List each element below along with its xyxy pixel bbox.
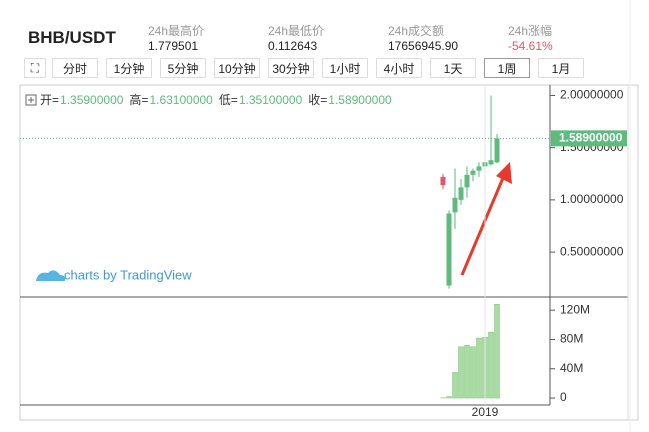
annotation-arrow bbox=[460, 177, 505, 276]
y-tick-label: 2.00000000 bbox=[560, 88, 624, 102]
volume-bar bbox=[458, 346, 464, 399]
y2-tick-label: 40M bbox=[560, 361, 583, 375]
annotation-arrowhead bbox=[496, 162, 512, 184]
pair-title: BHB/USDT bbox=[28, 28, 116, 47]
stat-value: 17656945.90 bbox=[388, 39, 459, 53]
stat-label: 24h成交额 bbox=[388, 24, 445, 38]
stat-value: -54.61% bbox=[508, 39, 553, 53]
legend-label: 开= bbox=[40, 93, 59, 107]
watermark: charts by TradingView bbox=[64, 267, 192, 282]
stat-label: 24h最高价 bbox=[148, 24, 205, 38]
candle-body bbox=[488, 160, 494, 165]
y-tick-label: 0.50000000 bbox=[560, 244, 624, 258]
candle-body bbox=[464, 174, 470, 188]
tradingview-logo bbox=[36, 270, 66, 281]
legend-value: 1.35900000 bbox=[60, 93, 124, 107]
collapse-icon[interactable] bbox=[25, 94, 37, 106]
interval-button[interactable]: 5分钟 bbox=[160, 58, 206, 78]
volume-bar bbox=[464, 345, 470, 399]
volume-bar bbox=[494, 304, 500, 399]
legend-label: 高= bbox=[129, 92, 148, 107]
chart-frame bbox=[19, 84, 639, 421]
interval-button[interactable]: 1月 bbox=[538, 58, 584, 78]
interval-button[interactable]: 4小时 bbox=[376, 58, 422, 78]
y2-tick-label: 120M bbox=[560, 302, 590, 316]
volume-bar bbox=[476, 337, 482, 399]
last-price-box bbox=[551, 130, 627, 147]
legend-value: 1.35100000 bbox=[239, 93, 303, 107]
candle-body bbox=[446, 213, 452, 286]
stat-label: 24h最低价 bbox=[268, 24, 325, 38]
candle-body bbox=[476, 166, 482, 171]
last-price-label: 1.58900000 bbox=[559, 131, 623, 145]
y2-tick-label: 80M bbox=[560, 332, 583, 346]
interval-button[interactable]: 1周 bbox=[484, 58, 530, 78]
interval-button[interactable]: 1分钟 bbox=[106, 58, 152, 78]
y2-tick-label: 0 bbox=[560, 390, 567, 404]
legend-label: 低= bbox=[219, 93, 238, 107]
fullscreen-button[interactable]: ⛶ bbox=[24, 58, 46, 78]
interval-button[interactable]: 分时 bbox=[52, 58, 98, 78]
volume-bar bbox=[470, 346, 476, 399]
stat-label: 24h涨幅 bbox=[508, 24, 553, 38]
interval-button[interactable]: 1天 bbox=[430, 58, 476, 78]
candle-body bbox=[458, 187, 464, 200]
candle-body bbox=[494, 138, 500, 163]
legend-value: 1.63100000 bbox=[149, 93, 213, 107]
interval-button[interactable]: 10分钟 bbox=[214, 58, 260, 78]
volume-bar bbox=[452, 372, 458, 399]
legend-label: 收= bbox=[308, 93, 327, 107]
interval-button[interactable]: 1小时 bbox=[322, 58, 368, 78]
stat-value: 1.779501 bbox=[148, 39, 199, 53]
candle-body bbox=[470, 170, 476, 175]
candle-body bbox=[440, 176, 446, 186]
legend-value: 1.58900000 bbox=[328, 93, 392, 107]
stat-value: 0.112643 bbox=[268, 39, 318, 53]
volume-bar bbox=[488, 331, 494, 399]
candle-body bbox=[452, 197, 458, 213]
interval-button[interactable]: 30分钟 bbox=[268, 58, 314, 78]
x-tick-label: 2019 bbox=[472, 405, 499, 419]
volume-bar bbox=[446, 396, 452, 399]
y-tick-label: 1.00000000 bbox=[560, 192, 624, 206]
